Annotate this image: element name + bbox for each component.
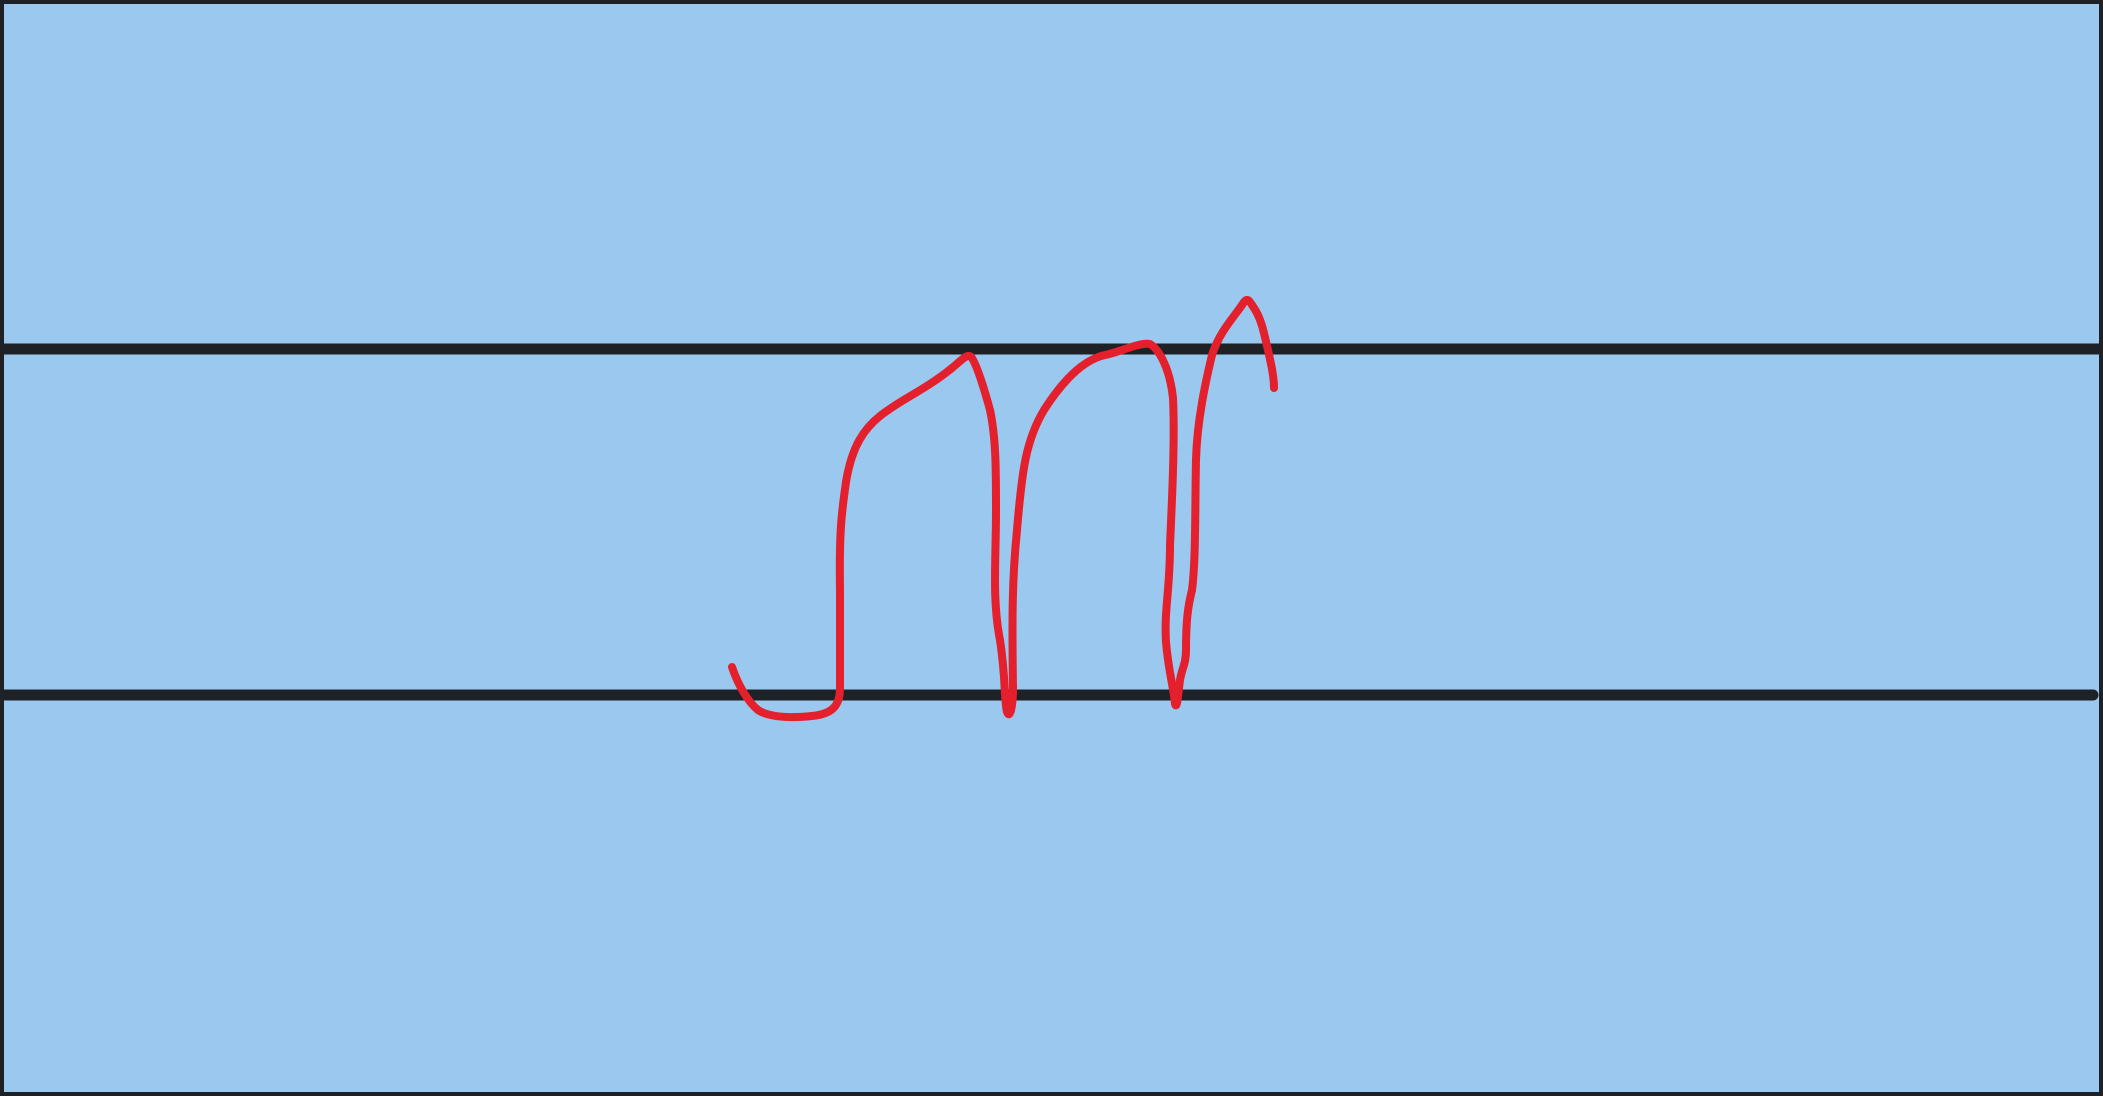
handwritten-stroke <box>728 296 1278 722</box>
